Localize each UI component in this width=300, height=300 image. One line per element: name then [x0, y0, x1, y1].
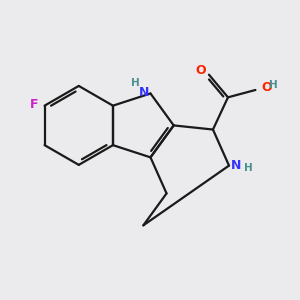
Text: O: O [195, 64, 206, 76]
Text: N: N [139, 86, 150, 99]
Text: O: O [261, 81, 272, 94]
Text: F: F [30, 98, 39, 111]
Text: H: H [131, 78, 140, 88]
Text: H: H [244, 163, 253, 173]
Text: H: H [269, 80, 278, 90]
Text: N: N [231, 159, 242, 172]
